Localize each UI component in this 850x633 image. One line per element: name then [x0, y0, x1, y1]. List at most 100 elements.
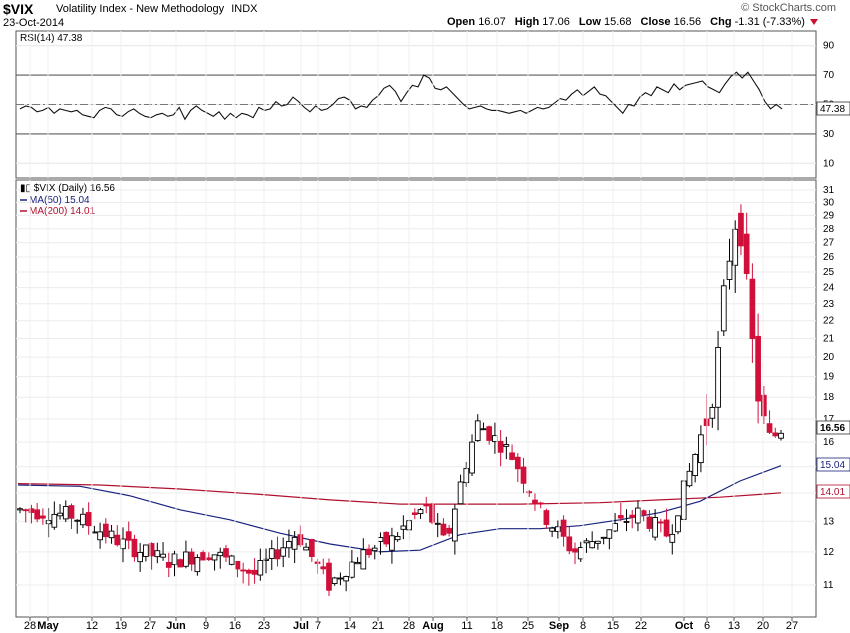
candle-body	[394, 536, 401, 541]
candle-body	[303, 546, 309, 551]
candle	[778, 430, 784, 441]
candle-body	[257, 560, 264, 576]
candle	[726, 238, 733, 290]
candle	[566, 526, 573, 555]
candle-body	[617, 515, 624, 519]
candle	[675, 515, 681, 535]
candle-body	[600, 536, 607, 539]
candle-body	[240, 569, 247, 572]
ma50-legend-text: MA(50) 15.04	[29, 195, 90, 206]
candle	[371, 544, 378, 560]
candle	[635, 500, 641, 532]
candle-body	[537, 502, 544, 505]
candle	[440, 518, 447, 537]
candle	[600, 536, 607, 545]
candle-body	[28, 508, 35, 513]
x-tick-label: 27	[144, 620, 156, 632]
candle	[343, 575, 349, 592]
candle	[629, 509, 636, 529]
candle-body	[526, 491, 533, 494]
price-y-tick-label: 30	[823, 198, 835, 209]
candle-body	[675, 515, 681, 533]
candle	[45, 507, 52, 538]
candle	[383, 531, 390, 547]
candle	[148, 542, 155, 570]
candle	[217, 547, 224, 569]
candle-body	[749, 278, 756, 340]
candle	[497, 430, 504, 467]
x-tick-label: 23	[258, 620, 270, 632]
price-y-tick-label: 18	[823, 392, 835, 403]
ma200-legend-text: MA(200) 14.01	[29, 206, 96, 217]
rsi-panel: 9070503010 RSI(14) 47.38 47.38	[15, 30, 850, 179]
price-y-tick-label: 16	[823, 437, 835, 448]
candle-body	[234, 560, 241, 570]
candle-body	[331, 577, 338, 584]
candle-body	[429, 503, 435, 523]
candle-body	[108, 530, 115, 539]
candle-body	[497, 440, 504, 453]
candle	[389, 527, 395, 564]
candle	[246, 568, 252, 586]
x-tick-label: 28	[403, 620, 415, 632]
candle-body	[74, 519, 81, 522]
candle	[17, 507, 23, 514]
low-value: 15.68	[603, 16, 632, 28]
candle-body	[85, 512, 92, 527]
candle-body	[114, 534, 121, 546]
candle	[709, 403, 716, 428]
candle	[595, 540, 601, 550]
price-y-tick-label: 17	[823, 414, 835, 425]
candle	[80, 507, 86, 529]
candle-body	[469, 441, 475, 474]
candle-body	[669, 533, 676, 543]
candle	[51, 501, 58, 530]
candle-body	[440, 523, 447, 536]
candle	[165, 552, 172, 578]
candle	[125, 521, 132, 550]
candle	[251, 558, 258, 584]
candle-body	[57, 512, 63, 517]
candle	[177, 558, 184, 568]
x-tick-label: 19	[115, 620, 127, 632]
candle-body	[194, 557, 201, 573]
candle-body	[389, 535, 395, 551]
candle-body	[360, 549, 367, 570]
candle-body	[280, 547, 287, 557]
candle-body	[383, 531, 390, 545]
candle-body	[205, 557, 212, 561]
candle	[211, 554, 218, 571]
candle-body	[171, 553, 178, 566]
high-label: High	[514, 16, 540, 28]
open-label: Open	[447, 16, 476, 28]
candle	[114, 525, 121, 547]
price-y-tick-label: 20	[823, 352, 835, 363]
candle	[274, 536, 281, 567]
close-value: 16.56	[673, 16, 702, 28]
candle-body	[560, 519, 567, 537]
candle	[755, 313, 761, 424]
price-y-tick-label: 27	[823, 238, 835, 249]
x-tick-label: 20	[757, 620, 769, 632]
price-y-tick-label: 29	[823, 210, 835, 221]
symbol-description: Volatility Index - New Methodology INDX	[56, 3, 258, 15]
candle	[606, 529, 613, 550]
price-y-tick-label: 23	[823, 299, 835, 310]
candle	[423, 496, 430, 514]
candle-body	[411, 512, 418, 516]
price-y-axis: 3130292827262524232221201918171615141312…	[823, 185, 835, 591]
price-y-tick-label: 28	[823, 224, 835, 235]
candle-body	[503, 444, 510, 447]
candle	[720, 279, 727, 336]
candle-body	[743, 233, 750, 274]
candle	[446, 524, 452, 537]
chart-date: 23-Oct-2014	[3, 17, 65, 29]
candle-body	[686, 470, 693, 487]
candle-body	[125, 531, 132, 541]
candle	[137, 543, 144, 572]
rsi-y-tick-label: 70	[823, 70, 835, 81]
candle	[160, 542, 166, 561]
candle-body	[434, 522, 441, 525]
quote-summary: Open 16.07 High 17.06 Low 15.68 Close 16…	[447, 16, 818, 28]
description-text: Volatility Index - New Methodology	[56, 3, 225, 15]
